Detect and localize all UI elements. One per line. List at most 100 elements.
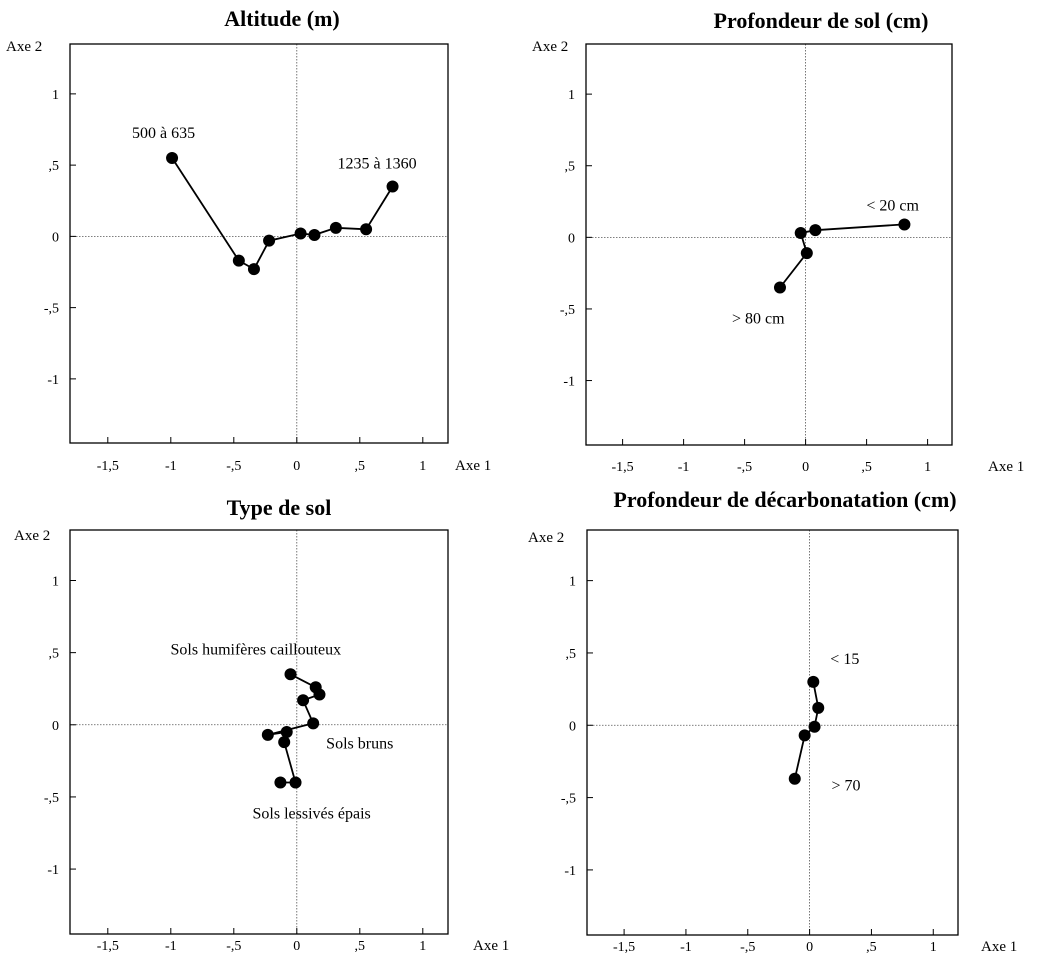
y-tick-label: ,5 [566, 647, 577, 662]
y-tick-label: -,5 [561, 792, 576, 807]
y-axis-label: Axe 2 [6, 39, 42, 55]
x-tick-label: -1 [165, 939, 177, 954]
y-tick-label: -1 [563, 375, 575, 390]
x-axis-label: Axe 1 [981, 939, 1017, 955]
data-point [788, 772, 801, 785]
x-axis-label: Axe 1 [473, 938, 509, 954]
chart-title: Type de sol [227, 495, 332, 520]
series-line [171, 157, 394, 271]
chart-panel-3: Type de sol Axe 2 Axe 1 -1,5 -1 -,5 0 ,5 1 1 ,5 0 -,… [14, 495, 509, 954]
annotation-label: < 15 [830, 651, 859, 668]
data-point [297, 694, 310, 707]
y-tick-label: 1 [569, 575, 576, 590]
x-axis-label: Axe 1 [455, 458, 491, 474]
x-axis-label: Axe 1 [988, 459, 1024, 475]
data-point [807, 675, 820, 688]
data-point [313, 688, 326, 701]
data-point [274, 776, 287, 789]
plot-frame [586, 529, 959, 936]
chart-panel-1: Altitude (m) Axe 2 Axe 1 -1,5 -1 -,5 0 ,5 1 1 ,5 0 -… [6, 6, 491, 474]
data-point [166, 152, 179, 164]
data-point [261, 728, 274, 741]
data-point [263, 234, 276, 247]
y-tick-label: 1 [52, 575, 59, 590]
data-point [808, 720, 821, 733]
x-tick-label: 1 [930, 940, 937, 955]
x-tick-label: ,5 [355, 459, 366, 474]
y-tick-label: -,5 [560, 303, 575, 318]
plot-frame [69, 529, 449, 935]
x-tick-label: -1,5 [613, 940, 635, 955]
annotation-label: 500 à 635 [132, 125, 195, 142]
x-tick-label: 0 [802, 460, 809, 475]
y-tick-label: 1 [568, 88, 575, 103]
y-tick-label: 0 [52, 230, 59, 245]
x-tick-label: 1 [924, 460, 931, 475]
y-tick-label: ,5 [49, 159, 60, 174]
y-tick-label: -1 [47, 863, 59, 878]
data-point [360, 223, 373, 236]
x-tick-label: ,5 [861, 460, 872, 475]
chart-title: Profondeur de décarbonatation (cm) [613, 487, 956, 512]
y-tick-label: 1 [52, 88, 59, 103]
y-tick-label: -,5 [44, 791, 59, 806]
data-point [278, 736, 291, 749]
y-tick-label: 0 [568, 231, 575, 246]
data-point [294, 227, 307, 240]
x-tick-label: -1,5 [612, 460, 634, 475]
plot-frame [69, 43, 449, 444]
chart-title: Profondeur de sol (cm) [714, 8, 929, 33]
data-point [308, 228, 321, 241]
x-tick-label: -,5 [226, 939, 241, 954]
x-tick-label: -1,5 [97, 459, 119, 474]
x-tick-label: -1 [678, 460, 690, 475]
x-tick-label: 1 [419, 939, 426, 954]
y-tick-label: -,5 [44, 302, 59, 317]
y-axis-label: Axe 2 [528, 530, 564, 546]
data-point [809, 224, 822, 237]
y-tick-label: ,5 [49, 647, 60, 662]
data-point [798, 729, 811, 742]
x-tick-label: -1 [680, 940, 692, 955]
x-tick-label: 0 [806, 940, 813, 955]
x-tick-label: ,5 [355, 939, 366, 954]
x-tick-label: -,5 [740, 940, 755, 955]
data-point [329, 221, 342, 234]
annotation-label: > 70 [832, 777, 861, 794]
annotation-label: < 20 cm [866, 197, 919, 214]
annotation-label: Sols bruns [326, 735, 393, 752]
x-tick-label: 1 [419, 459, 426, 474]
y-tick-label: -1 [47, 373, 59, 388]
x-tick-label: -,5 [226, 459, 241, 474]
data-point [289, 776, 302, 789]
x-tick-label: ,5 [866, 940, 877, 955]
data-point [247, 263, 260, 276]
data-point [386, 180, 399, 193]
data-point [284, 668, 297, 681]
data-point [898, 218, 911, 231]
y-tick-label: -1 [564, 864, 576, 879]
data-point [232, 254, 245, 267]
annotation-label: Sols lessivés épais [253, 806, 371, 823]
chart-panel-4: Profondeur de décarbonatation (cm) Axe 2 A… [528, 487, 1017, 955]
x-tick-label: 0 [293, 939, 300, 954]
plot-frame [585, 43, 953, 446]
data-point [800, 247, 813, 260]
chart-title: Altitude (m) [224, 6, 339, 31]
data-point [773, 281, 786, 294]
y-axis-label: Axe 2 [14, 528, 50, 544]
y-tick-label: ,5 [565, 160, 576, 175]
y-tick-label: 0 [569, 719, 576, 734]
y-axis-label: Axe 2 [532, 39, 568, 55]
y-tick-label: 0 [52, 719, 59, 734]
x-tick-label: -,5 [737, 460, 752, 475]
data-point [307, 717, 320, 730]
data-point [794, 227, 807, 240]
annotation-label: Sols humifères caillouteux [171, 641, 342, 658]
annotation-label: > 80 cm [732, 310, 785, 327]
x-tick-label: -1 [165, 459, 177, 474]
data-point [280, 726, 293, 738]
data-point [812, 701, 825, 714]
